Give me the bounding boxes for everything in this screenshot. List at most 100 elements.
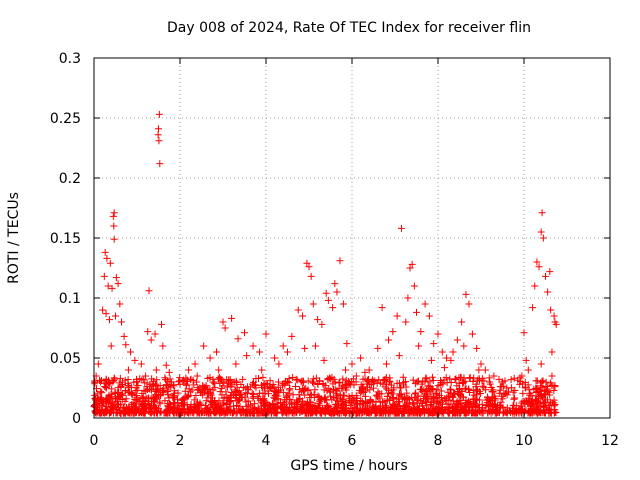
data-point-floor [402, 383, 410, 391]
data-point-floor [268, 385, 276, 393]
data-point-floor [111, 375, 119, 383]
data-point [303, 259, 311, 267]
data-point-floor [416, 409, 424, 417]
data-point-floor [381, 376, 389, 384]
data-point-floor [216, 379, 224, 387]
data-point [342, 366, 350, 374]
data-point-floor [334, 403, 342, 411]
data-point-floor [498, 392, 506, 400]
data-point-floor [171, 399, 179, 407]
data-point-floor [166, 381, 174, 389]
data-point [105, 316, 113, 324]
data-marks [90, 110, 560, 417]
data-point-floor [120, 403, 128, 411]
data-point-floor [131, 396, 139, 404]
data-point [324, 296, 332, 304]
data-point-floor [140, 375, 148, 383]
data-point-floor [445, 403, 453, 411]
data-point-floor [250, 406, 258, 414]
data-point-floor [190, 408, 198, 416]
data-point [234, 335, 242, 343]
data-point-floor [532, 377, 540, 385]
data-point-floor [214, 375, 222, 383]
data-point-floor [279, 388, 287, 396]
data-point [94, 360, 102, 368]
data-point-floor [324, 375, 332, 383]
data-point [542, 272, 549, 280]
data-point-floor [314, 403, 322, 411]
data-point-floor [515, 409, 523, 417]
data-point-floor [252, 374, 260, 382]
data-point-floor [451, 375, 459, 383]
data-point [100, 272, 108, 280]
data-point-floor [311, 386, 319, 394]
data-point [410, 282, 418, 290]
data-point-floor [466, 373, 474, 381]
data-point-floor [444, 406, 452, 414]
data-point-floor [285, 386, 293, 394]
data-point-floor [401, 378, 409, 386]
data-point [249, 342, 257, 350]
data-point [458, 318, 466, 326]
data-point-floor [366, 409, 374, 417]
data-point-floor [292, 375, 300, 383]
data-point-floor [288, 400, 296, 408]
data-point [279, 342, 287, 350]
data-point [389, 328, 397, 336]
y-tick-label: 0 [72, 411, 81, 427]
data-point [516, 380, 524, 388]
data-point-floor [422, 398, 430, 406]
data-point-floor [108, 385, 116, 393]
data-point-floor [336, 378, 344, 386]
data-point-floor [501, 377, 509, 385]
data-point [258, 366, 266, 374]
data-point-floor [289, 374, 297, 382]
data-point [110, 222, 118, 230]
data-point-floor [323, 406, 331, 414]
x-tick-label: 0 [90, 433, 99, 449]
data-point-floor [408, 393, 416, 401]
data-point-floor [371, 377, 379, 385]
data-point [213, 348, 221, 356]
data-point-floor [125, 408, 133, 416]
data-point-floor [547, 379, 555, 387]
data-point-floor [185, 385, 193, 393]
data-point-floor [459, 378, 467, 386]
x-tick-label: 10 [515, 433, 533, 449]
data-point [155, 110, 163, 118]
data-point-floor [231, 407, 239, 415]
data-point [434, 330, 442, 338]
data-point-floor [103, 395, 111, 403]
data-point-floor [395, 379, 403, 387]
data-point [165, 368, 173, 376]
data-point-floor [510, 374, 518, 382]
data-point [106, 259, 114, 267]
data-point-floor [156, 391, 164, 399]
data-point-floor [366, 386, 374, 394]
data-point-floor [396, 391, 404, 399]
data-point [385, 336, 393, 344]
data-point-floor [450, 408, 458, 416]
data-point-floor [496, 401, 504, 409]
data-point-floor [370, 404, 378, 412]
data-point-floor [493, 408, 501, 416]
data-point-floor [171, 387, 179, 395]
data-point-floor [121, 397, 129, 405]
data-point [548, 372, 556, 380]
data-point [533, 258, 541, 266]
data-point-floor [188, 386, 196, 394]
data-point-floor [162, 409, 170, 417]
data-point-floor [312, 374, 320, 382]
data-point-floor [359, 383, 367, 391]
data-point-floor [521, 383, 529, 391]
data-point-floor [324, 407, 332, 415]
data-point-floor [497, 383, 505, 391]
data-point-floor [260, 402, 268, 410]
data-point-floor [432, 405, 440, 413]
data-point-floor [468, 409, 476, 417]
data-point-floor [526, 399, 534, 407]
data-point [114, 280, 122, 288]
axis-ticks [93, 57, 611, 419]
data-point-floor [299, 384, 307, 392]
data-point-floor [534, 405, 542, 413]
